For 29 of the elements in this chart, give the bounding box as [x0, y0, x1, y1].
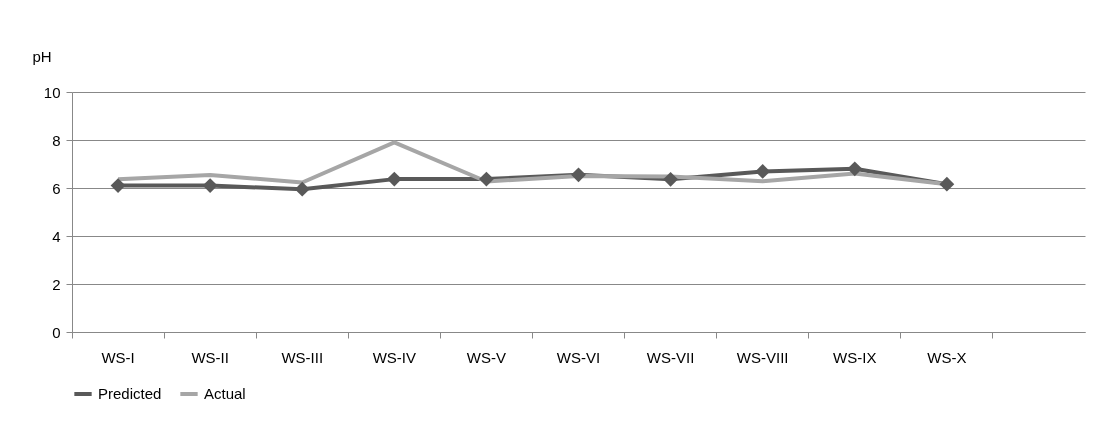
point [755, 164, 771, 179]
point [571, 167, 586, 183]
y-tick-label: 0 [52, 323, 61, 341]
x-tick-label: WS-X [927, 348, 967, 366]
x-tick-label: WS-IX [833, 348, 877, 366]
point [663, 171, 679, 187]
legend-label: Actual [204, 385, 246, 402]
x-tick-label: WS-I [101, 348, 135, 366]
x-tick-label: WS-VI [556, 348, 601, 366]
y-tick-label: 6 [52, 179, 61, 197]
y-axis-title: pH [32, 47, 52, 65]
x-tick-label: WS-V [466, 348, 506, 366]
x-tick-label: WS-II [191, 348, 229, 366]
y-tick-label: 8 [52, 131, 61, 149]
y-tick-label: 10 [43, 83, 61, 101]
x-tick-label: WS-III [281, 348, 324, 366]
x-tick-label: WS-VII [646, 348, 695, 366]
point [110, 178, 126, 194]
x-tick-label: WS-IV [372, 348, 416, 366]
x-tick-label: WS-VIII [736, 348, 789, 366]
y-tick-label: 4 [52, 227, 61, 245]
legend-label: Predicted [98, 385, 162, 402]
point [939, 176, 955, 192]
point [294, 181, 310, 197]
y-tick-label: 2 [52, 275, 61, 293]
point [847, 161, 863, 177]
point [478, 171, 494, 187]
point [202, 178, 218, 194]
point [386, 171, 402, 187]
